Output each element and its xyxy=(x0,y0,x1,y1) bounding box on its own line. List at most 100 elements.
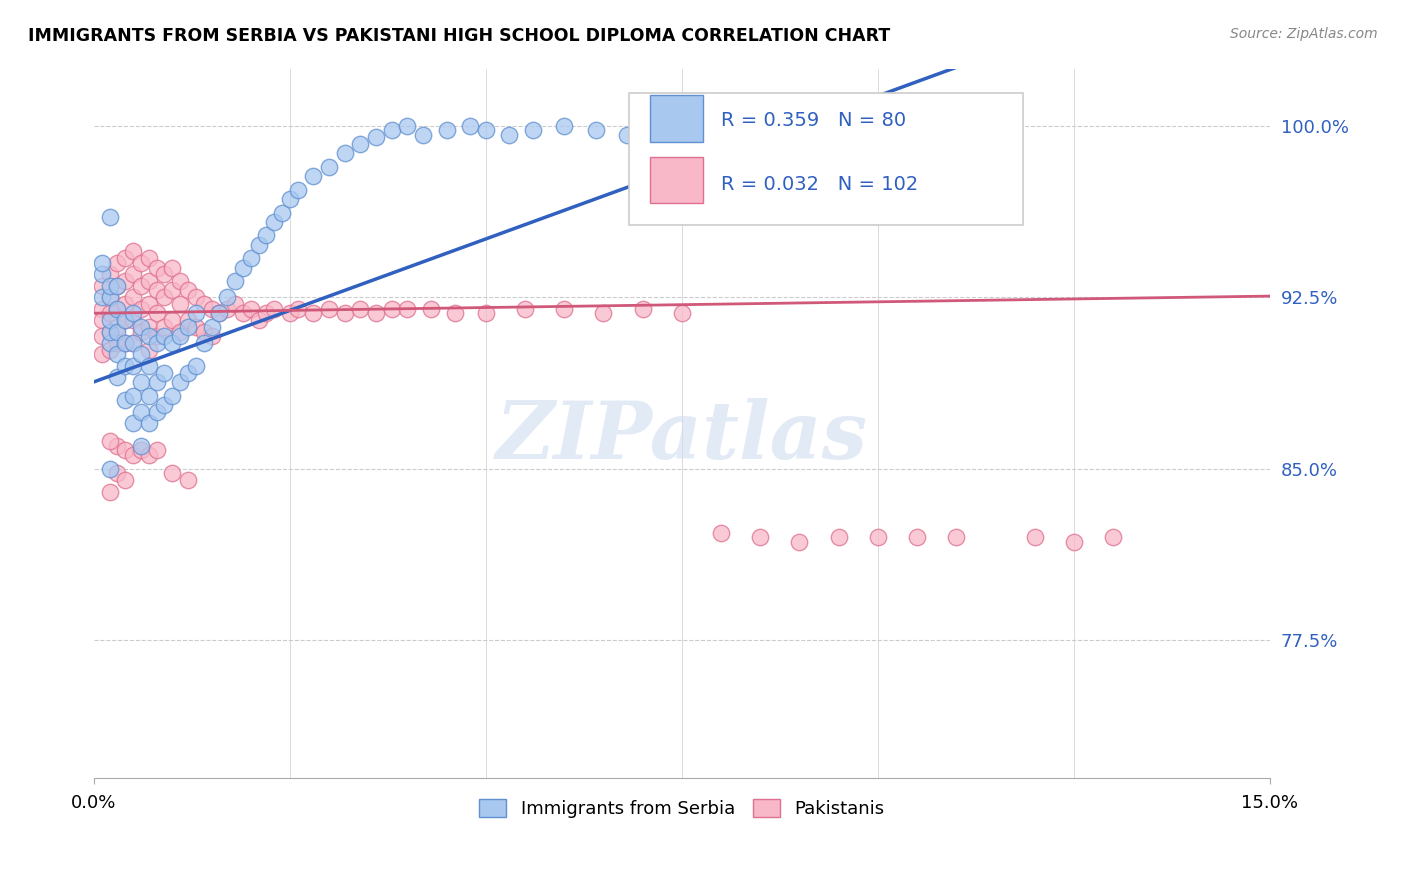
Point xyxy=(232,306,254,320)
Point xyxy=(366,306,388,320)
Point xyxy=(122,448,145,462)
Point xyxy=(122,268,145,282)
Point xyxy=(208,306,231,320)
Point xyxy=(162,336,184,351)
Point xyxy=(302,306,325,320)
Point xyxy=(138,320,160,334)
Point xyxy=(254,306,277,320)
Point xyxy=(98,210,121,224)
FancyBboxPatch shape xyxy=(650,157,703,203)
Point xyxy=(647,123,669,137)
Point xyxy=(381,123,404,137)
Point xyxy=(193,297,215,311)
Point xyxy=(177,313,200,327)
Point xyxy=(945,530,967,544)
Point xyxy=(169,325,191,339)
Point xyxy=(107,347,129,361)
Point xyxy=(239,301,262,316)
Point xyxy=(333,146,356,161)
Point xyxy=(475,306,498,320)
Point xyxy=(905,530,928,544)
Point xyxy=(98,268,121,282)
Point xyxy=(122,416,145,430)
Point xyxy=(129,325,152,339)
Point xyxy=(90,256,112,270)
Point xyxy=(475,123,498,137)
Point xyxy=(145,443,167,458)
Point xyxy=(107,301,129,316)
Point xyxy=(396,119,419,133)
Point xyxy=(553,119,575,133)
Text: R = 0.032   N = 102: R = 0.032 N = 102 xyxy=(721,175,918,194)
Point xyxy=(710,525,733,540)
Point xyxy=(153,320,176,334)
Point xyxy=(114,393,136,408)
Point xyxy=(396,301,419,316)
Point xyxy=(420,301,443,316)
Point xyxy=(522,123,544,137)
Point xyxy=(553,301,575,316)
Point xyxy=(749,153,772,167)
Point xyxy=(129,301,152,316)
Point xyxy=(412,128,434,142)
Point xyxy=(436,123,458,137)
Point xyxy=(122,313,145,327)
Point xyxy=(254,228,277,243)
Point xyxy=(193,325,215,339)
Point xyxy=(98,290,121,304)
Point xyxy=(224,297,246,311)
Point xyxy=(153,329,176,343)
Point xyxy=(169,375,191,389)
Point xyxy=(200,329,222,343)
Point xyxy=(90,290,112,304)
Point xyxy=(184,290,207,304)
Point xyxy=(827,530,849,544)
Point xyxy=(145,375,167,389)
Point xyxy=(287,183,309,197)
Point xyxy=(107,370,129,384)
Point xyxy=(224,274,246,288)
Point xyxy=(513,301,536,316)
Point xyxy=(98,313,121,327)
Point xyxy=(107,467,129,481)
Point xyxy=(169,329,191,343)
Point xyxy=(114,336,136,351)
Point xyxy=(145,336,167,351)
Point xyxy=(263,215,285,229)
Point xyxy=(1024,530,1046,544)
Point xyxy=(114,336,136,351)
Point xyxy=(122,290,145,304)
Legend: Immigrants from Serbia, Pakistanis: Immigrants from Serbia, Pakistanis xyxy=(472,791,891,825)
Point xyxy=(366,130,388,145)
Point xyxy=(1063,535,1085,549)
FancyBboxPatch shape xyxy=(628,94,1022,225)
Point xyxy=(671,306,693,320)
Point xyxy=(208,306,231,320)
Point xyxy=(184,320,207,334)
Point xyxy=(162,467,184,481)
Point xyxy=(107,301,129,316)
Point xyxy=(145,306,167,320)
Point xyxy=(122,244,145,259)
Point xyxy=(114,443,136,458)
Point xyxy=(247,313,270,327)
Point xyxy=(122,336,145,351)
Point xyxy=(90,329,112,343)
Point xyxy=(107,439,129,453)
Point xyxy=(217,301,239,316)
Point xyxy=(129,443,152,458)
Point xyxy=(114,313,136,327)
Point xyxy=(98,484,121,499)
Point xyxy=(333,306,356,320)
Point xyxy=(98,343,121,357)
Point xyxy=(679,136,702,151)
Point xyxy=(98,290,121,304)
Point xyxy=(145,404,167,418)
Point xyxy=(184,359,207,373)
Point xyxy=(129,320,152,334)
Point xyxy=(90,278,112,293)
Point xyxy=(789,535,811,549)
Point xyxy=(193,336,215,351)
Point xyxy=(162,284,184,298)
Point xyxy=(749,530,772,544)
